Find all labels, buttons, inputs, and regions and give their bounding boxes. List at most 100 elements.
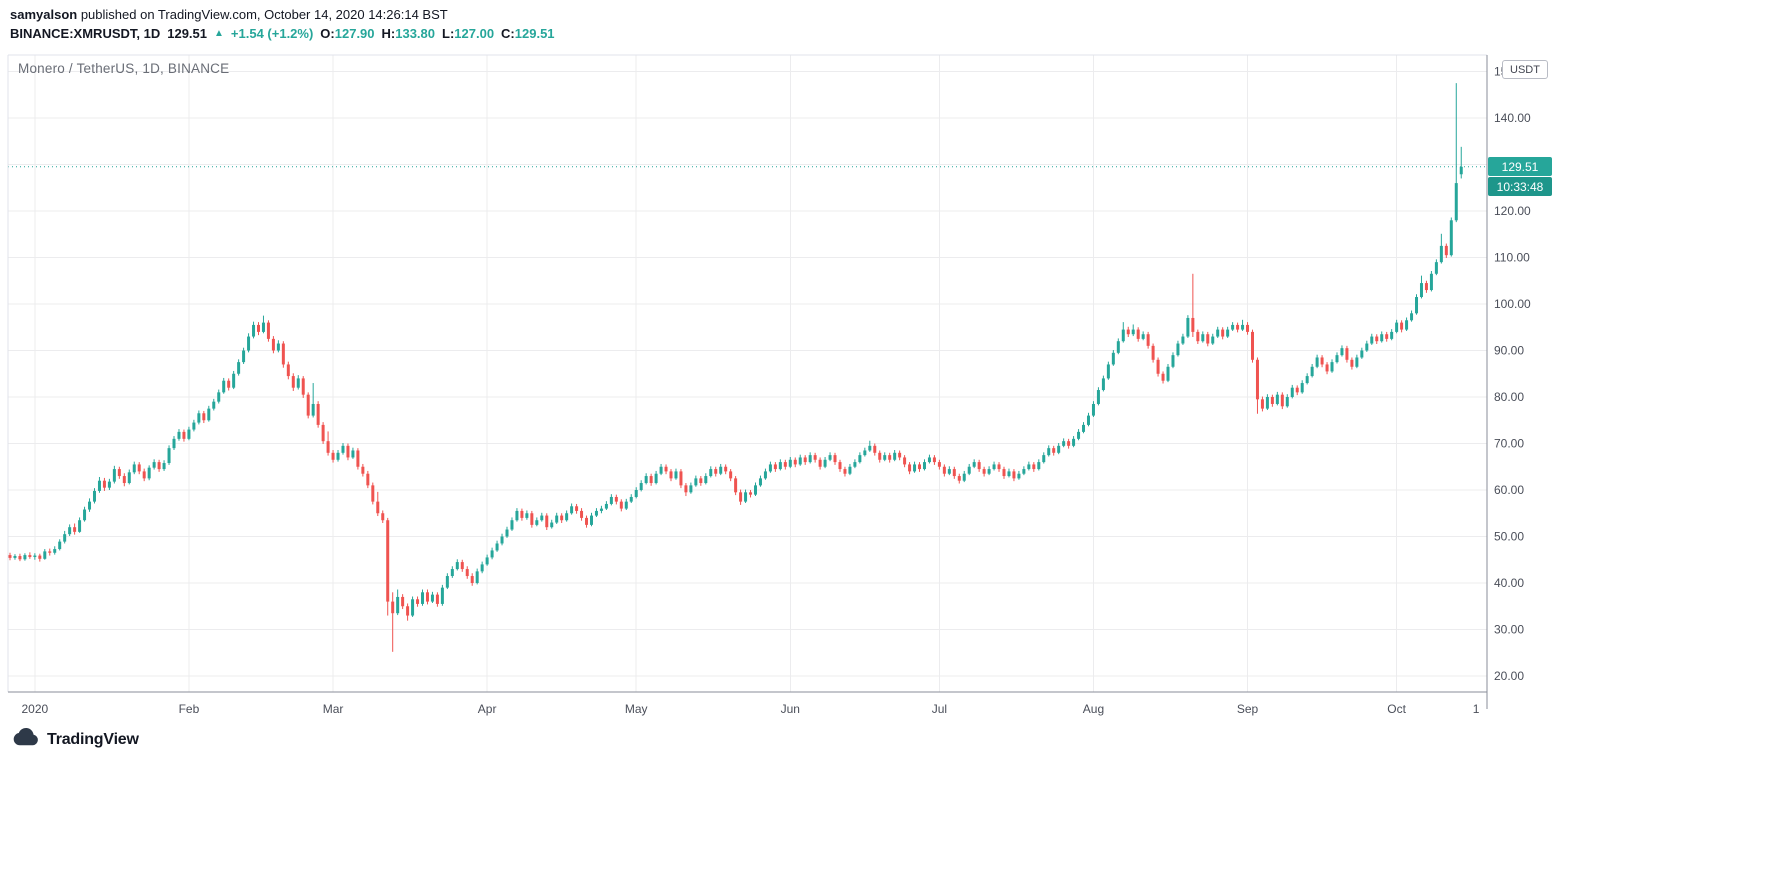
- candle-body: [381, 513, 385, 521]
- high-label: H:: [381, 26, 396, 41]
- candle-body: [1022, 469, 1026, 474]
- svg-text:50.00: 50.00: [1494, 530, 1524, 544]
- candle-body: [450, 569, 454, 577]
- candlestick-chart[interactable]: 20.00 30.00 40.00 50.00 60.00 70.00 80.00 90.00…: [0, 47, 1560, 727]
- candle-body: [937, 462, 941, 467]
- symbol-info-bar: BINANCE:XMRUSDT, 1D 129.51 ▲ +1.54 (+1.2…: [10, 26, 555, 41]
- chart-legend: Monero / TetherUS, 1D, BINANCE: [18, 61, 230, 76]
- candle-body: [1161, 373, 1165, 381]
- candle-body: [28, 555, 32, 557]
- svg-text:2020: 2020: [21, 702, 48, 716]
- candle-body: [634, 490, 638, 497]
- candle-body: [798, 457, 802, 465]
- candle-body: [1151, 345, 1155, 360]
- candle-body: [321, 424, 325, 442]
- candle-body: [1141, 334, 1145, 339]
- candle-body: [1042, 455, 1046, 463]
- candle-body: [744, 492, 748, 502]
- candle-body: [1171, 355, 1175, 367]
- candle-body: [942, 466, 946, 474]
- candle-body: [922, 462, 926, 470]
- candle-body: [1415, 297, 1419, 314]
- candle-body: [485, 557, 489, 565]
- candle-body: [1325, 364, 1329, 372]
- candle-body: [1340, 348, 1344, 356]
- candle-body: [97, 480, 101, 491]
- candle-body: [480, 564, 484, 572]
- candle-body: [1424, 283, 1428, 291]
- candle-body: [992, 464, 996, 470]
- candle-body: [828, 455, 832, 460]
- candle-body: [644, 476, 648, 484]
- candle-body: [1196, 331, 1200, 342]
- candle-body: [972, 462, 976, 467]
- candle-body: [455, 562, 459, 570]
- candle-body: [1434, 262, 1438, 274]
- candle-body: [92, 490, 96, 502]
- chart-area[interactable]: 20.00 30.00 40.00 50.00 60.00 70.00 80.00 90.00…: [0, 47, 1560, 747]
- svg-text:Mar: Mar: [323, 702, 344, 716]
- candle-body: [48, 551, 52, 553]
- candle-body: [589, 515, 593, 525]
- candle-body: [8, 555, 12, 558]
- open-value: 127.90: [334, 26, 375, 41]
- candle-body: [445, 576, 449, 588]
- tradingview-logo[interactable]: TradingView: [12, 726, 139, 753]
- candle-body: [475, 571, 479, 583]
- candle-body: [1290, 387, 1294, 397]
- candle-body: [281, 343, 285, 365]
- chart-frame: [7, 54, 1488, 709]
- candle-body: [540, 515, 544, 521]
- candle-body: [58, 541, 62, 550]
- candle-body: [23, 555, 27, 560]
- candle-body: [1181, 336, 1185, 344]
- low-value: 127.00: [454, 26, 495, 41]
- candle-body: [301, 378, 305, 395]
- candle-body: [659, 466, 663, 474]
- candle-body: [1186, 317, 1190, 337]
- candle-body: [1295, 387, 1299, 393]
- candle-body: [1226, 329, 1230, 337]
- candle-body: [237, 362, 241, 374]
- candle-body: [470, 576, 474, 583]
- candle-body: [1126, 329, 1130, 335]
- candle-body: [570, 506, 574, 514]
- candle-body: [997, 464, 1001, 470]
- candle-body: [1410, 313, 1414, 321]
- candle-body: [793, 459, 797, 465]
- candle-body: [177, 431, 181, 439]
- svg-text:Aug: Aug: [1083, 702, 1104, 716]
- candle-body: [664, 466, 668, 472]
- candle-body: [838, 462, 842, 470]
- candle-body: [1106, 364, 1110, 379]
- candle-body: [197, 413, 201, 423]
- candle-body: [754, 485, 757, 495]
- candle-body: [326, 441, 330, 453]
- candle-body: [425, 592, 429, 602]
- candle-body: [734, 478, 738, 493]
- svg-text:1: 1: [1473, 702, 1480, 716]
- candle-body: [629, 496, 633, 502]
- candle-body: [913, 464, 917, 472]
- candle-body: [465, 569, 469, 577]
- candle-body: [1062, 441, 1066, 446]
- svg-text:Apr: Apr: [478, 702, 497, 716]
- candle-body: [257, 324, 260, 332]
- candle-body: [1201, 334, 1205, 342]
- candle-body: [947, 469, 951, 474]
- candle-body: [172, 438, 176, 449]
- candle-body: [1335, 355, 1339, 363]
- candle-body: [848, 466, 852, 474]
- symbol-name[interactable]: BINANCE:XMRUSDT, 1D: [10, 26, 161, 41]
- candle-body: [202, 413, 206, 421]
- gridlines: [8, 55, 1487, 692]
- candle-body: [1101, 378, 1105, 391]
- svg-text:70.00: 70.00: [1494, 437, 1524, 451]
- candle-body: [187, 429, 191, 439]
- candle-body: [1280, 394, 1284, 407]
- candle-body: [460, 562, 464, 570]
- candle-body: [1345, 348, 1349, 360]
- author-name: samyalson: [10, 7, 78, 22]
- candle-body: [932, 457, 936, 463]
- candle-body: [768, 464, 772, 472]
